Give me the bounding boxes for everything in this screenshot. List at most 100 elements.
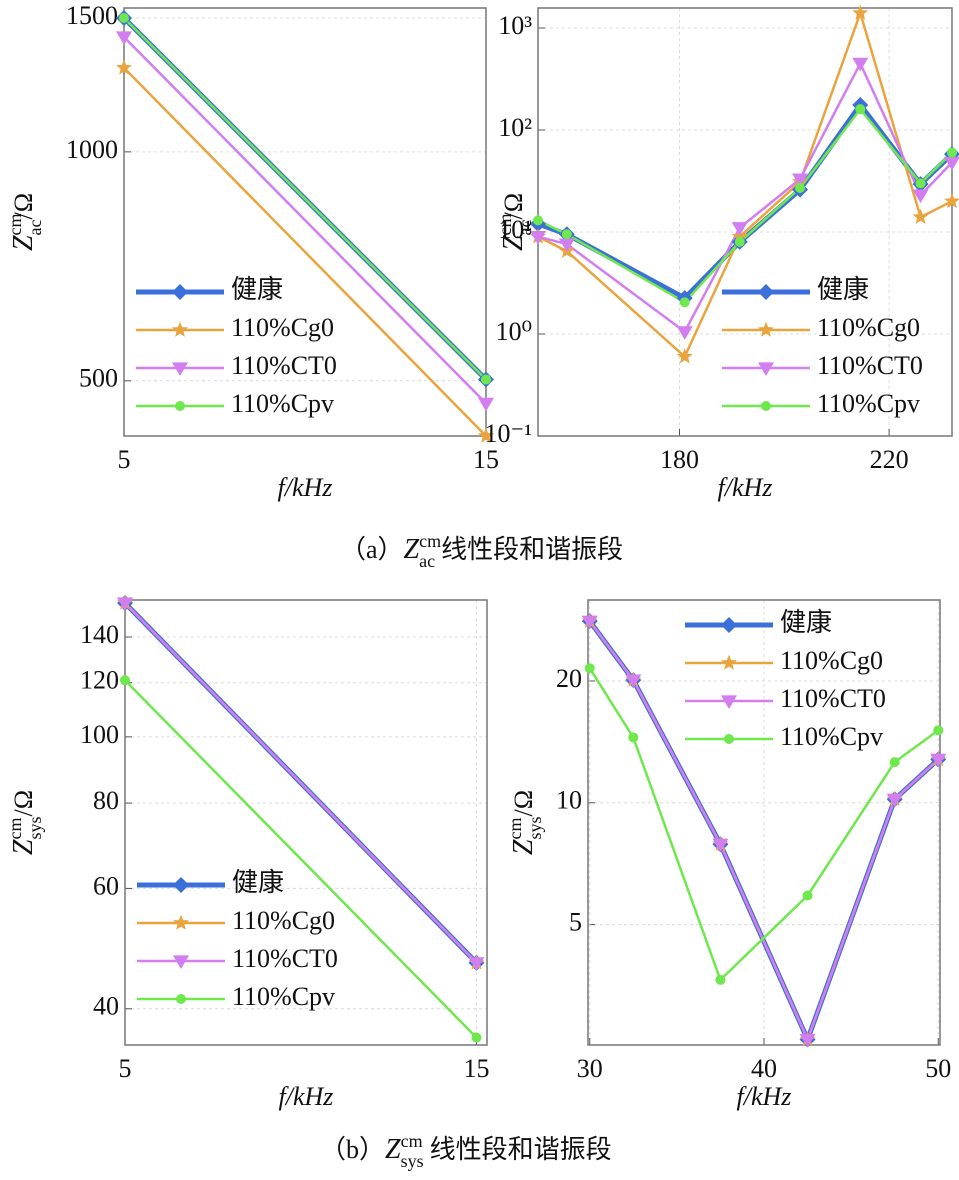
marker [478, 427, 494, 443]
marker [930, 753, 947, 768]
legend-marker [173, 877, 189, 893]
legend-marker [721, 654, 737, 670]
marker [676, 326, 693, 340]
y-tick-label: 10¹ [498, 215, 532, 244]
series-line [588, 620, 940, 1041]
x-tick-label: 5 [119, 1054, 132, 1083]
subscript: ac [419, 551, 435, 571]
symbol: Z [385, 1134, 401, 1165]
marker [561, 229, 572, 240]
legend-label: 110%CT0 [231, 351, 337, 380]
series-layer [116, 9, 494, 443]
y-tick-label: 1000 [66, 135, 118, 164]
legend-label: 110%CT0 [780, 684, 886, 713]
marker [119, 12, 129, 23]
marker [116, 31, 132, 46]
legend-marker [758, 321, 774, 337]
legend-marker [758, 284, 774, 300]
plot-frame [587, 599, 941, 1046]
y-tick-label: 20 [556, 664, 582, 693]
y-tick-label: 500 [79, 364, 118, 393]
symbol: Z [8, 235, 39, 251]
marker [933, 725, 944, 736]
marker [628, 732, 639, 743]
marker [117, 597, 133, 612]
subscript: sys [525, 816, 545, 839]
unit: /Ω [499, 193, 528, 220]
x-axis-label: f/kHz [278, 473, 333, 502]
legend-marker [172, 362, 188, 376]
marker [855, 104, 866, 115]
marker [676, 348, 693, 364]
marker [889, 757, 900, 768]
marker [912, 208, 929, 224]
y-tick-label: 10⁰ [496, 317, 532, 346]
series-line [537, 107, 953, 304]
marker [734, 236, 745, 247]
y-axis-label: Zcmac/Ω [495, 193, 535, 251]
legend-marker [721, 695, 737, 709]
subscript: sys [25, 816, 45, 839]
marker [712, 838, 729, 853]
y-tick-label: 1500 [66, 1, 118, 30]
symbol: Z [498, 235, 529, 251]
marker [116, 59, 132, 75]
legend-marker [175, 401, 185, 411]
series-layer [530, 4, 959, 364]
x-tick-label: 40 [751, 1054, 777, 1083]
y-tick-label: 10³ [498, 11, 532, 40]
y-tick-label: 40 [93, 992, 119, 1021]
series-line [124, 602, 478, 964]
marker [558, 238, 575, 253]
caption: （b）Zcm sys 线性段和谐振段 [320, 1131, 612, 1171]
series-layer [581, 612, 947, 1048]
y-tick-label: 60 [93, 871, 119, 900]
legend-marker [758, 362, 774, 376]
marker [944, 192, 959, 209]
superscript: cm [5, 213, 25, 235]
marker [731, 222, 748, 236]
marker [120, 675, 130, 686]
y-tick-label: 5 [569, 908, 582, 937]
y-tick-label: 10 [556, 786, 582, 815]
plot-frame [123, 7, 487, 437]
legend-label: 110%Cg0 [817, 313, 920, 342]
subscript: ac [25, 219, 45, 235]
marker [795, 182, 806, 193]
marker [912, 189, 929, 204]
legend-marker [172, 321, 188, 337]
marker [481, 374, 491, 385]
legend-label: 健康 [232, 868, 284, 897]
x-axis-label: f/kHz [737, 1082, 792, 1111]
marker [852, 4, 869, 20]
caption-text: 线性段和谐振段 [430, 1135, 612, 1164]
superscript: cm [419, 531, 441, 551]
series-line [588, 667, 940, 982]
x-axis-label: f/kHz [279, 1082, 334, 1111]
y-axis-label: Zcmsys/Ω [505, 790, 545, 855]
legend-label: 110%Cpv [231, 389, 334, 418]
legend-label: 110%Cg0 [231, 313, 334, 342]
series-line [123, 66, 487, 437]
legend-marker [724, 734, 734, 744]
y-tick-label: 10² [498, 113, 532, 142]
y-tick-label: 80 [93, 786, 119, 815]
series-layer [117, 594, 485, 1043]
legend-label: 健康 [780, 608, 832, 637]
marker [886, 793, 903, 808]
x-tick-label: 15 [473, 445, 499, 474]
legend-label: 健康 [817, 275, 869, 304]
marker [852, 57, 869, 72]
marker [679, 297, 690, 308]
superscript: cm [505, 817, 525, 839]
legend-marker [761, 401, 771, 411]
marker [731, 228, 748, 244]
marker [915, 178, 926, 189]
legend-label: 110%Cg0 [232, 906, 335, 935]
marker [471, 1032, 482, 1043]
legend-label: 110%Cpv [780, 722, 883, 751]
marker [581, 615, 598, 630]
marker [715, 974, 726, 985]
legend-label: 110%Cpv [232, 982, 335, 1011]
